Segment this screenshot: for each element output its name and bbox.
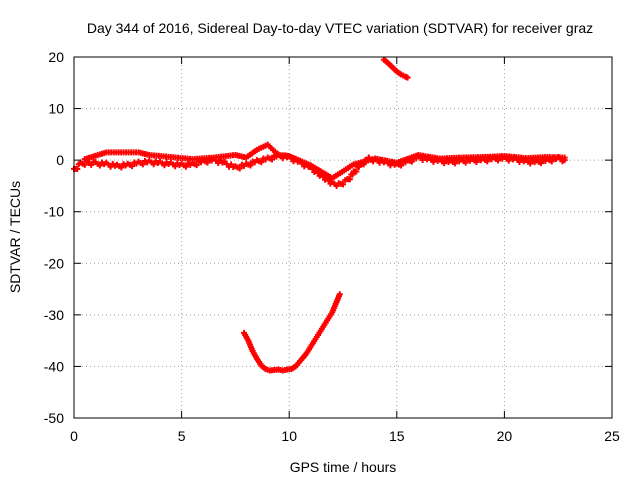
grid — [74, 57, 612, 418]
y-tick-label: 20 — [48, 49, 64, 65]
data-point — [404, 74, 411, 81]
y-tick-label: -50 — [44, 410, 64, 426]
x-tick-label: 20 — [497, 428, 513, 444]
data-point — [247, 162, 254, 169]
data-point — [258, 159, 265, 166]
chart-title: Day 344 of 2016, Sidereal Day-to-day VTE… — [87, 20, 593, 36]
x-axis-label: GPS time / hours — [290, 459, 397, 475]
data-point — [527, 160, 534, 167]
plot-border — [73, 56, 613, 419]
y-tick-label: -10 — [44, 204, 64, 220]
data-point — [268, 156, 275, 163]
data-point — [182, 163, 189, 170]
x-tick-label: 0 — [70, 428, 78, 444]
data-point — [81, 161, 88, 168]
data-point — [346, 176, 353, 183]
data-point — [336, 291, 343, 298]
data-point — [236, 165, 243, 172]
y-axis-label: SDTVAR / TECUs — [7, 181, 23, 293]
y-tick-label: -30 — [44, 307, 64, 323]
data-point — [537, 160, 544, 167]
data-point — [349, 171, 356, 178]
data-point — [462, 159, 469, 166]
x-tick-label: 5 — [178, 428, 186, 444]
x-tick-label: 15 — [389, 428, 405, 444]
y-tick-label: -40 — [44, 358, 64, 374]
series-lower-arc — [241, 291, 343, 374]
data-point — [451, 160, 458, 167]
x-tick-label: 25 — [604, 428, 620, 444]
data-point — [129, 163, 136, 170]
data-point — [561, 154, 568, 161]
y-tick-label: 0 — [56, 152, 64, 168]
x-tick-label: 10 — [281, 428, 297, 444]
y-tick-label: 10 — [48, 101, 64, 117]
data-point — [118, 164, 125, 171]
data-point — [193, 162, 200, 169]
data-point — [74, 165, 81, 172]
data-point — [340, 181, 346, 188]
data-point — [139, 161, 146, 168]
axes: 0 5 10 15 20 25 -50 -40 -30 -20 -10 0 10 20 — [44, 49, 620, 444]
y-tick-label: -20 — [44, 255, 64, 271]
series-upper-band — [81, 141, 568, 182]
series-upper-arc — [380, 56, 411, 81]
data-layer — [71, 56, 568, 374]
data-point — [96, 162, 103, 169]
data-point — [353, 168, 360, 175]
